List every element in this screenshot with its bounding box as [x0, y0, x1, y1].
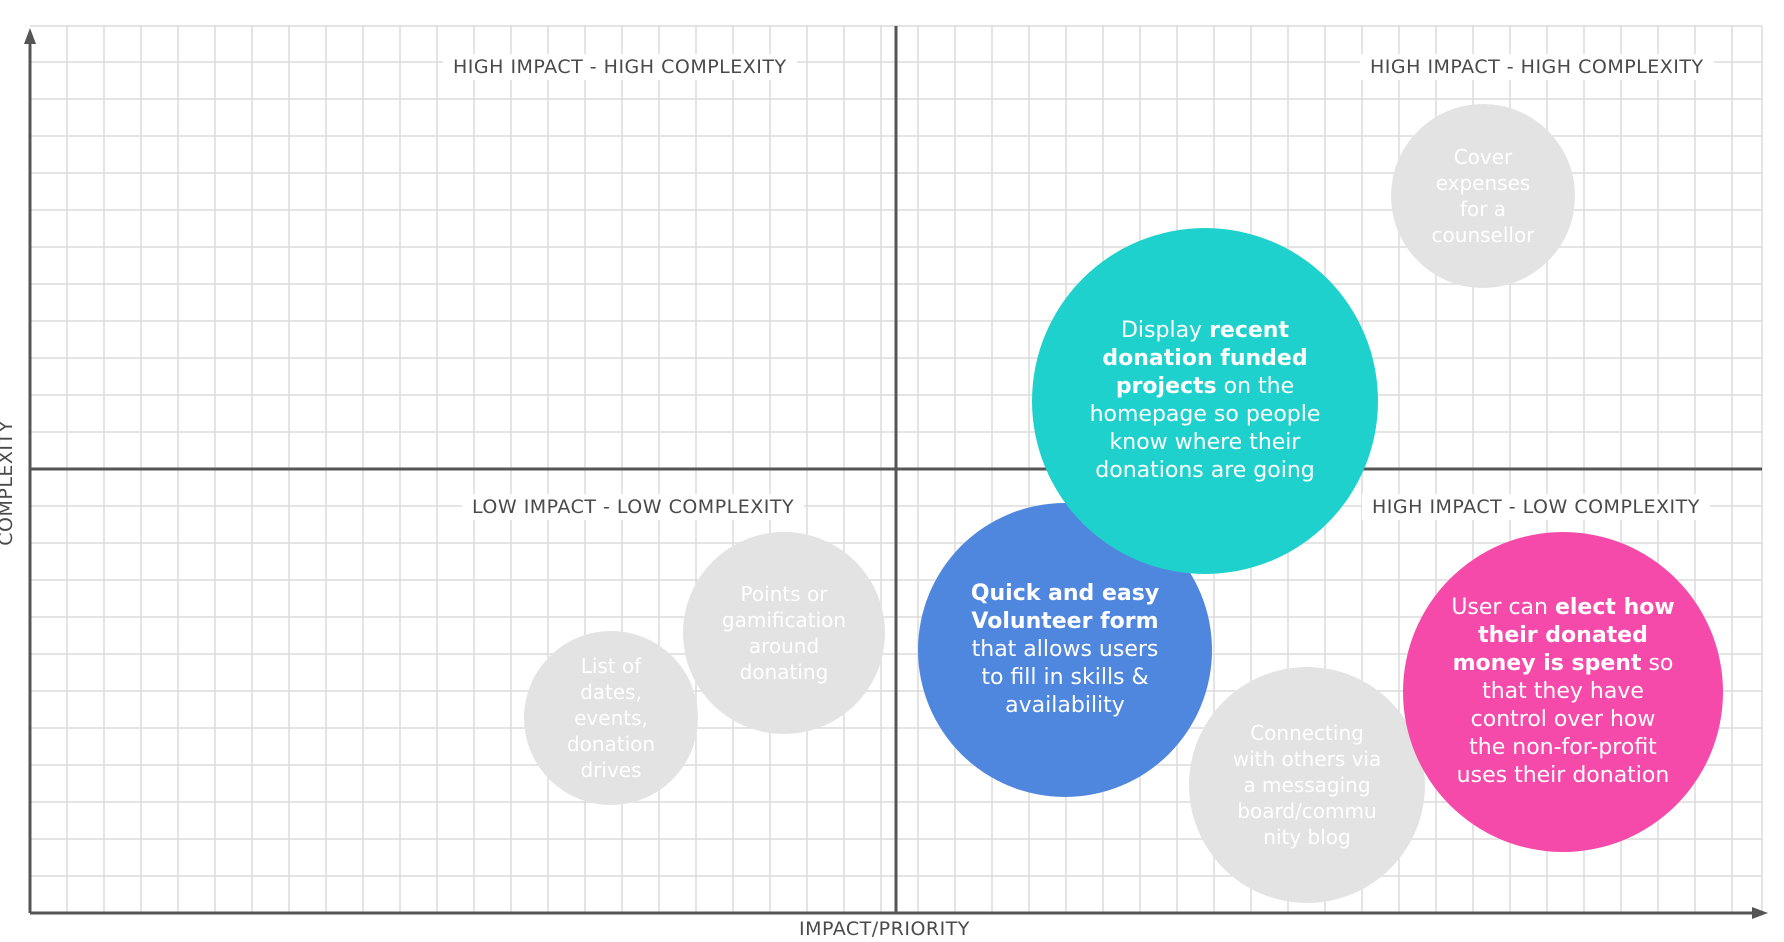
bubble-line: events,: [574, 706, 648, 730]
y-axis-arrowhead: [24, 28, 36, 44]
bubble-points: Points or gamification around donating: [683, 532, 885, 734]
bubble-line: nity blog: [1263, 825, 1351, 849]
bubble-line: with others via: [1232, 747, 1382, 771]
bubble-regular-text: User can: [1451, 595, 1555, 620]
bubble-projects-text: Display recent donation funded projects …: [1082, 317, 1328, 485]
bubble-line: List of: [580, 654, 642, 678]
y-axis-label: COMPLEXITY: [0, 420, 17, 546]
bubble-line: around: [748, 634, 820, 658]
bubble-bold-text: Quick and easy Volunteer form: [970, 581, 1160, 634]
bubble-line: drives: [580, 758, 642, 782]
bubble-line: gamification: [721, 608, 847, 632]
bubble-volunteer-text: Quick and easy Volunteer form that allow…: [958, 580, 1172, 720]
bubble-bold-text: elect how their donated money is spent: [1452, 595, 1675, 676]
bubble-line: Points or: [740, 582, 828, 606]
bubble-counsellor-text: Cover expenses for a counsellor: [1432, 144, 1535, 248]
bubble-regular-text: on the homepage so people know where the…: [1089, 374, 1321, 483]
bubble-connecting: Connecting with others via a messaging boar…: [1189, 667, 1425, 903]
bubble-elect: User can elect how their donated money i…: [1403, 532, 1723, 852]
bubble-dates-text: List of dates, events, donation drives: [567, 653, 655, 783]
bubble-regular-text: that allows users to fill in skills & av…: [971, 637, 1159, 718]
bubble-line: donating: [739, 660, 829, 684]
x-axis-arrowhead: [1752, 907, 1768, 919]
quadrant-label-bottom-left: LOW IMPACT - LOW COMPLEXITY: [462, 494, 805, 520]
bubble-line: expenses: [1435, 171, 1531, 195]
bubble-line: board/commu: [1237, 799, 1377, 823]
bubble-bold-text: recent donation funded projects: [1102, 318, 1308, 399]
quadrant-label-top-left: HIGH IMPACT - HIGH COMPLEXITY: [443, 54, 797, 80]
quadrant-label-bottom-right: HIGH IMPACT - LOW COMPLEXITY: [1362, 494, 1710, 520]
bubble-line: dates,: [580, 680, 642, 704]
bubble-regular-text: Display: [1120, 318, 1210, 343]
bubble-elect-text: User can elect how their donated money i…: [1451, 594, 1675, 790]
bubble-regular-text: so that they have control over how the n…: [1456, 651, 1674, 788]
bubble-counsellor: Cover expenses for a counsellor: [1391, 104, 1575, 288]
bubble-dates: List of dates, events, donation drives: [524, 631, 698, 805]
bubble-connecting-text: Connecting with others via a messaging boar…: [1233, 720, 1382, 850]
quadrant-label-top-right: HIGH IMPACT - HIGH COMPLEXITY: [1360, 54, 1714, 80]
bubble-line: for a: [1459, 197, 1507, 221]
bubble-line: counsellor: [1431, 223, 1535, 247]
bubble-line: Cover: [1453, 145, 1513, 169]
bubble-line: a messaging: [1243, 773, 1371, 797]
bubble-line: donation: [566, 732, 656, 756]
bubble-projects: Display recent donation funded projects …: [1032, 228, 1378, 574]
bubble-points-text: Points or gamification around donating: [722, 581, 846, 685]
x-axis-label: IMPACT/PRIORITY: [799, 918, 970, 940]
bubble-line: Connecting: [1250, 721, 1364, 745]
